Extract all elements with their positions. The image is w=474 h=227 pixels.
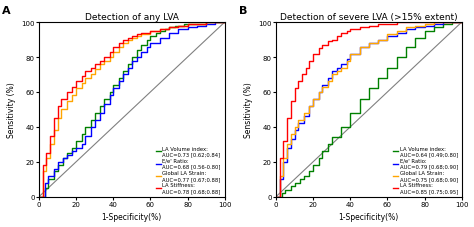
- Text: A: A: [2, 6, 10, 16]
- Y-axis label: Sensitivity (%): Sensitivity (%): [244, 82, 253, 138]
- Title: Detection of any LVA: Detection of any LVA: [85, 13, 179, 22]
- Legend: LA Volume index:
AUC=0.73 [0.62;0.84], E/e' Ratio:
AUC=0.68 [0.56-0.80], Global : LA Volume index: AUC=0.73 [0.62;0.84], E…: [155, 145, 222, 194]
- X-axis label: 1-Specificity(%): 1-Specificity(%): [102, 212, 162, 222]
- Title: Detection of severe LVA (>15% extent): Detection of severe LVA (>15% extent): [280, 13, 457, 22]
- Legend: LA Volume index:
AUC=0.64 [0.49;0.80], E/e' Ratio:
AUC=0.79 [0.68;0.90], Global : LA Volume index: AUC=0.64 [0.49;0.80], E…: [392, 145, 459, 194]
- X-axis label: 1-Specificity(%): 1-Specificity(%): [339, 212, 399, 222]
- Y-axis label: Sensitivity (%): Sensitivity (%): [7, 82, 16, 138]
- Text: B: B: [239, 6, 247, 16]
